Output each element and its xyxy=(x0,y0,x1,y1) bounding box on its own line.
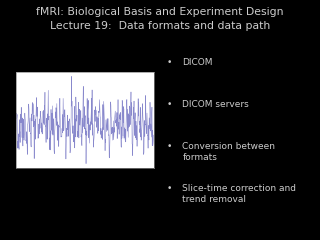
Text: Slice-time correction and
trend removal: Slice-time correction and trend removal xyxy=(182,184,296,204)
Text: Conversion between
formats: Conversion between formats xyxy=(182,142,276,162)
Text: fMRI: Biological Basis and Experiment Design
Lecture 19:  Data formats and data : fMRI: Biological Basis and Experiment De… xyxy=(36,7,284,31)
Text: •: • xyxy=(166,142,172,151)
Text: DICOM: DICOM xyxy=(182,58,213,66)
Text: •: • xyxy=(166,58,172,66)
Text: •: • xyxy=(166,184,172,192)
Text: DICOM servers: DICOM servers xyxy=(182,100,249,109)
Text: •: • xyxy=(166,100,172,109)
